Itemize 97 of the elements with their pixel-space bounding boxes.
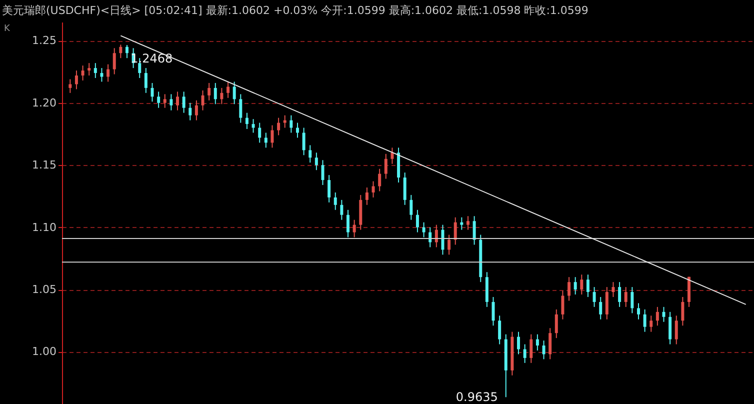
candlestick xyxy=(390,147,394,164)
candlestick xyxy=(580,274,584,295)
candlestick xyxy=(163,94,166,108)
candlestick xyxy=(340,199,344,220)
candlestick xyxy=(270,124,274,148)
candlestick xyxy=(194,100,198,121)
candlestick xyxy=(441,224,444,256)
candlestick xyxy=(308,144,312,164)
candlestick xyxy=(214,82,217,105)
candlestick xyxy=(548,328,552,360)
candlestick xyxy=(530,334,533,364)
candlestick xyxy=(328,174,331,203)
candlestick xyxy=(662,306,666,322)
candlestick xyxy=(81,65,84,81)
candlestick xyxy=(182,91,186,114)
candlestick xyxy=(618,282,622,308)
candlestick xyxy=(372,180,375,198)
annotation: 0.9635 xyxy=(456,390,498,404)
candlestick xyxy=(170,94,173,111)
candlestick xyxy=(290,114,293,134)
candlestick xyxy=(605,286,608,320)
candlestick xyxy=(630,286,634,314)
candlestick xyxy=(536,334,539,351)
candlestick xyxy=(554,308,558,339)
text: K xyxy=(4,24,11,34)
candlestick xyxy=(277,117,280,136)
candlestick xyxy=(416,209,419,233)
candlestick xyxy=(542,340,546,360)
y-tick-label: 1.10 xyxy=(32,220,56,234)
candlestick xyxy=(561,290,564,320)
candlestick xyxy=(586,274,590,298)
candlestick xyxy=(302,127,306,156)
candlestick xyxy=(492,296,495,326)
candlestick xyxy=(314,152,318,171)
candlestick xyxy=(681,296,684,326)
candlestick xyxy=(176,91,180,111)
candlestick xyxy=(74,70,78,90)
candlestick xyxy=(599,296,602,320)
candlestick xyxy=(125,44,128,59)
candlestick xyxy=(643,308,646,332)
candlestick xyxy=(94,62,97,78)
y-tick-label: 1.25 xyxy=(32,34,56,48)
candlestick xyxy=(410,194,413,220)
candlestick xyxy=(88,62,91,76)
candlestick xyxy=(674,315,678,345)
candlestick xyxy=(352,219,356,238)
candlestick xyxy=(422,222,426,238)
candlestick xyxy=(188,102,192,121)
y-tick-label: 1.00 xyxy=(32,345,56,358)
candlestick xyxy=(472,216,476,246)
candlestick xyxy=(378,168,382,192)
y-tick-label: 1.05 xyxy=(32,283,56,296)
candlestick xyxy=(144,68,148,94)
candlestick xyxy=(523,344,526,364)
candlestick xyxy=(384,153,388,180)
candlestick xyxy=(466,216,470,230)
candlestick xyxy=(656,306,659,326)
candlestick xyxy=(592,286,596,308)
candlestick xyxy=(517,331,520,355)
candlestick xyxy=(574,276,577,295)
candlestick xyxy=(346,209,350,238)
candlestick xyxy=(264,132,268,148)
candlestick xyxy=(498,315,502,345)
candlestick xyxy=(245,112,248,130)
candlestick xyxy=(650,315,653,332)
candlestick xyxy=(668,311,672,345)
candlestick xyxy=(150,82,154,102)
candlestick xyxy=(220,87,224,105)
candlestick xyxy=(448,234,451,256)
candlestick xyxy=(226,81,230,98)
candlestick xyxy=(403,172,406,206)
candlestick xyxy=(460,216,464,230)
candlestick xyxy=(283,114,286,128)
candlestick xyxy=(612,282,615,298)
candlestick xyxy=(365,186,368,206)
candlestick xyxy=(100,68,104,82)
candlestick xyxy=(321,160,324,186)
candlestick xyxy=(568,276,571,302)
chart-title: 美元瑞郎(USDCHF)<日线> [05:02:41] 最新:1.0602 +0.03% 今开:1.0599 最高:1.0602 最低:1.0598 昨收:1.0599 xyxy=(2,4,588,17)
candlestick xyxy=(232,81,236,105)
candlestick xyxy=(296,122,299,138)
candlestick xyxy=(119,44,122,59)
candlestick xyxy=(252,118,255,134)
candlestick xyxy=(624,286,628,308)
candlestick xyxy=(454,216,457,246)
candlestick xyxy=(112,48,116,75)
candlestick xyxy=(157,91,160,108)
candlestick xyxy=(201,90,204,111)
candlestick xyxy=(106,64,110,82)
candlestick xyxy=(68,78,72,94)
candlestick xyxy=(636,302,640,320)
y-tick-label: 1.20 xyxy=(32,96,56,110)
candlestick xyxy=(334,192,337,210)
candlestick xyxy=(258,122,262,144)
candlestick xyxy=(208,82,211,101)
y-tick-label: 1.15 xyxy=(32,158,56,172)
candlestick xyxy=(239,94,242,124)
